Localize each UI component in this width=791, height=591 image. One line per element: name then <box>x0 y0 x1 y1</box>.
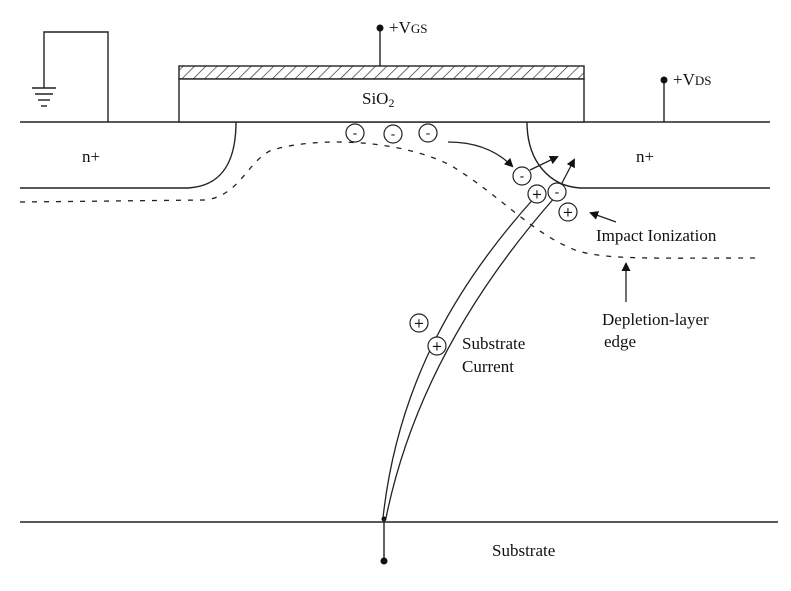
oxide-label: SiO2 <box>362 89 394 110</box>
electron: - <box>418 123 438 143</box>
svg-text:-: - <box>426 127 431 142</box>
source-label: n+ <box>82 147 100 166</box>
electron-escape-arrow-1 <box>529 155 559 171</box>
electron: - <box>345 123 365 143</box>
depletion-label-line-2: edge <box>604 332 636 351</box>
svg-text:-: - <box>520 170 525 185</box>
impact-ionization-carriers: - + - + <box>512 166 578 222</box>
drain-terminal-dot <box>660 76 668 84</box>
channel-electrons: - - - <box>345 123 438 144</box>
svg-text:-: - <box>391 128 396 143</box>
drain-region <box>526 121 770 189</box>
svg-text:+: + <box>563 206 574 221</box>
hole: + <box>409 313 429 333</box>
gate-terminal-dot <box>376 24 384 32</box>
vgs-label: +VGS <box>389 18 428 37</box>
gate-oxide <box>178 78 585 123</box>
substrate-current-path-right <box>385 195 557 519</box>
svg-text:+: + <box>432 340 443 355</box>
source-region <box>20 121 237 189</box>
depletion-label-line-1: Depletion-layer <box>602 310 709 329</box>
depletion-edge <box>19 141 761 259</box>
svg-text:-: - <box>555 186 560 201</box>
ground-icon <box>32 31 109 122</box>
electron: - <box>383 124 403 144</box>
electron: - <box>547 182 567 202</box>
drain-label: n+ <box>636 147 654 166</box>
substrate-label: Substrate <box>492 541 555 560</box>
hole: + <box>558 202 578 222</box>
svg-text:+: + <box>414 317 425 332</box>
gate-electrode <box>178 65 585 80</box>
substrate-terminal-dot <box>380 557 388 565</box>
hole: + <box>527 184 547 204</box>
svg-text:+: + <box>532 188 543 203</box>
electron: - <box>512 166 532 186</box>
impact-pointer-arrow <box>589 211 617 223</box>
svg-text:-: - <box>353 127 358 142</box>
substrate-current-label-line-1: Substrate <box>462 334 525 353</box>
hole: + <box>427 336 447 356</box>
electron-escape-arrow-2 <box>561 158 575 184</box>
vds-label: +VDS <box>673 70 712 89</box>
electron-drift-arrow <box>447 141 514 168</box>
substrate-current-label-line-2: Current <box>462 357 514 376</box>
substrate-holes: + + <box>409 313 447 356</box>
impact-ionization-label: Impact Ionization <box>596 226 717 245</box>
